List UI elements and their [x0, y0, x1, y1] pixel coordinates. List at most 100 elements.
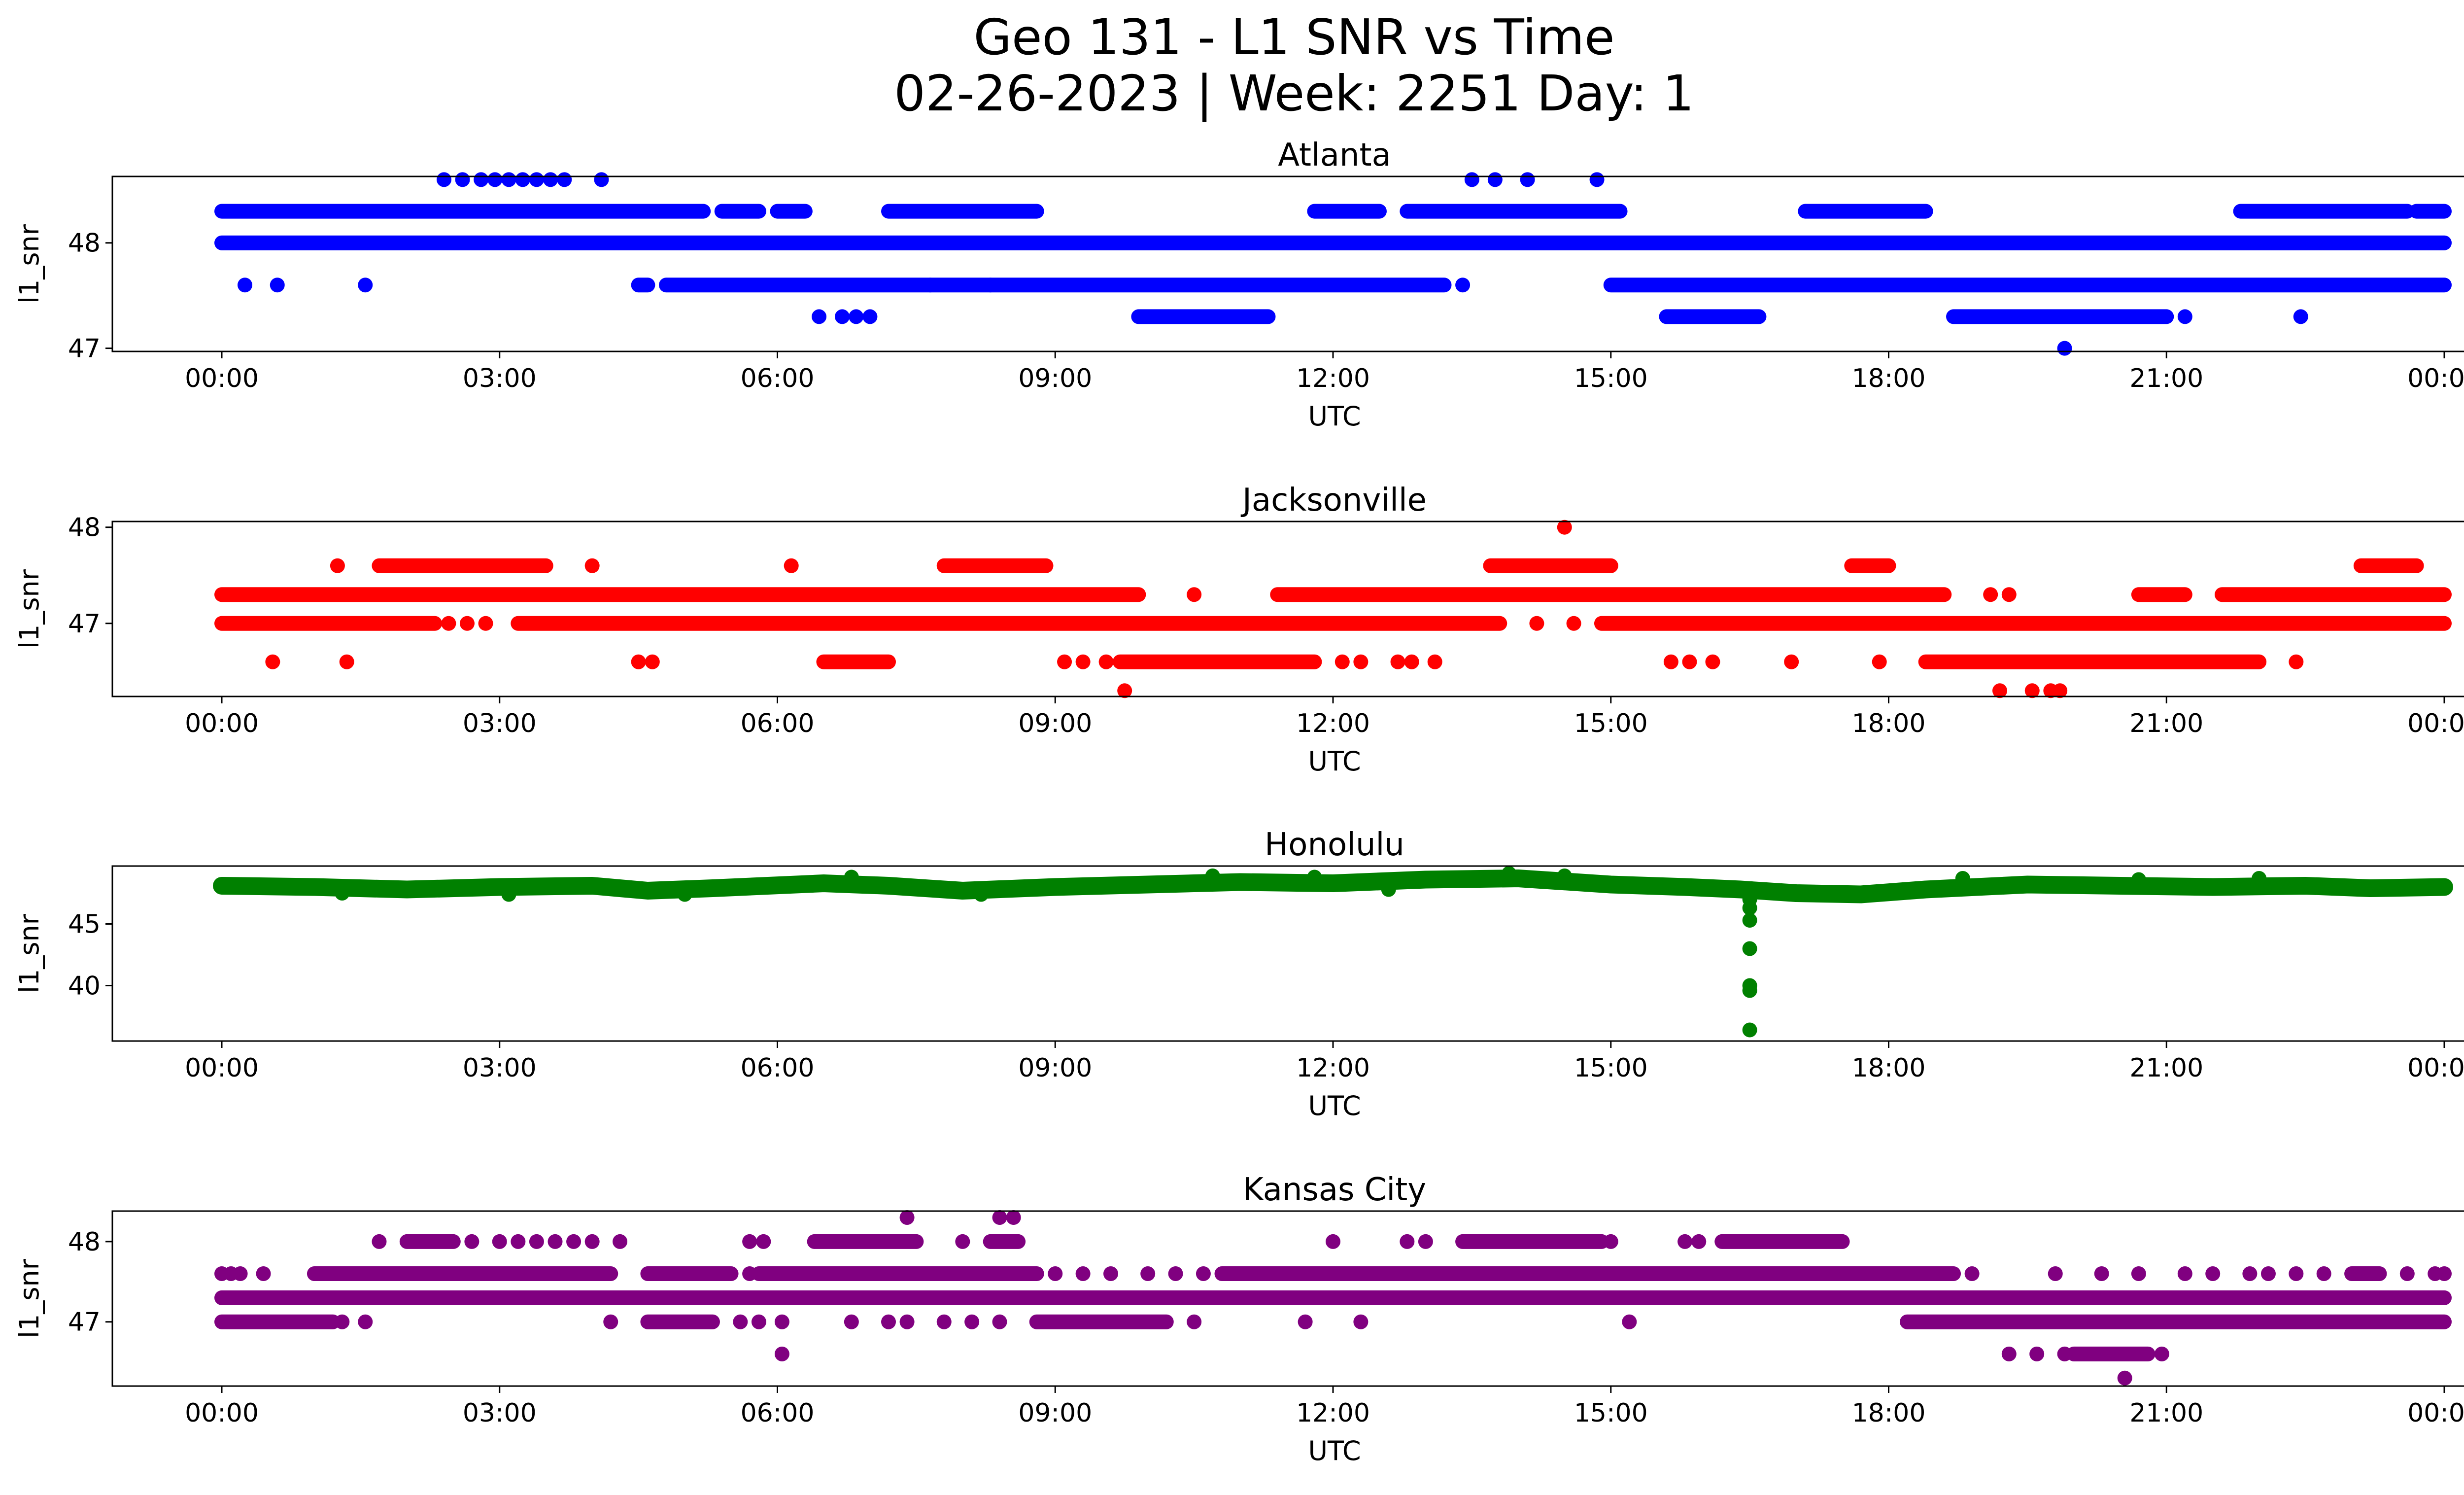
data-point — [1006, 1210, 1021, 1225]
data-point — [455, 172, 470, 187]
data-point — [1418, 1234, 1433, 1249]
data-point — [1622, 1314, 1637, 1329]
x-tick-label: 09:00 — [1018, 1398, 1092, 1428]
data-point — [1742, 901, 1757, 915]
data-point — [899, 1210, 915, 1225]
y-tick-label: 48 — [68, 1227, 101, 1257]
data-point — [1353, 1314, 1369, 1329]
data-point — [1187, 1314, 1202, 1329]
x-tick-label: 12:00 — [1296, 364, 1370, 393]
subplot-honolulu: Honolulu 00:00 03:00 06:00 09:00 12:00 15:00 18… — [14, 827, 2464, 1121]
data-point — [2117, 1370, 2132, 1386]
scatter-points — [214, 520, 2452, 698]
data-point — [1400, 1234, 1415, 1249]
data-point — [594, 172, 609, 187]
x-tick-label: 12:00 — [1296, 1053, 1370, 1083]
data-point — [983, 278, 998, 293]
data-point — [2260, 1266, 2276, 1282]
data-point — [1326, 1234, 1340, 1249]
subplot-kansas-city: Kansas City 00:00 03:00 06:00 09:00 12:00 15:0… — [14, 1172, 2464, 1466]
data-point — [992, 1210, 1007, 1225]
data-point — [1589, 172, 1605, 187]
data-point — [603, 1314, 618, 1329]
x-tick-label: 06:00 — [741, 1398, 815, 1428]
data-point — [631, 654, 646, 669]
data-point — [1964, 1266, 1980, 1282]
data-point — [335, 886, 350, 901]
data-point — [1742, 1022, 1757, 1038]
data-point — [2131, 1266, 2146, 1282]
data-point — [529, 172, 544, 187]
x-tick-label: 21:00 — [2129, 364, 2203, 393]
data-point — [1205, 869, 1220, 883]
x-tick-label: 12:00 — [1296, 709, 1370, 738]
axes-frame — [111, 1210, 2464, 1387]
data-point — [441, 616, 456, 631]
subplots: Atlanta 00:00 03:00 06:00 09:00 12:00 15:00 18:… — [14, 137, 2464, 1466]
y-axis-label: l1_snr — [14, 224, 45, 304]
data-point — [1196, 1266, 1211, 1282]
y-axis-label: l1_snr — [14, 1258, 45, 1338]
data-point — [1663, 654, 1678, 669]
x-tick-label: 00:00 — [185, 1398, 259, 1428]
data-point — [2154, 1346, 2169, 1361]
data-point — [233, 1266, 248, 1282]
data-point — [2024, 683, 2040, 698]
y-tick-label: 48 — [68, 513, 101, 543]
data-point — [335, 1314, 350, 1329]
subplot-title: Kansas City — [1243, 1172, 1426, 1208]
data-point — [733, 1314, 748, 1329]
data-point — [1557, 869, 1572, 883]
x-tick-label: 12:00 — [1296, 1398, 1370, 1428]
data-point — [936, 1314, 952, 1329]
data-point — [923, 278, 938, 293]
data-point — [1117, 683, 1132, 698]
data-point — [973, 887, 989, 902]
data-point — [1487, 172, 1503, 187]
figure-title-line2: 02-26-2023 | Week: 2251 Day: 1 — [894, 65, 1694, 122]
y-tick-label: 47 — [68, 334, 101, 364]
x-tick-label: 09:00 — [1018, 364, 1092, 393]
data-point — [1603, 1234, 1618, 1249]
figure-title-line1: Geo 131 - L1 SNR vs Time — [974, 8, 1615, 66]
data-point — [2252, 871, 2267, 886]
data-point — [1381, 882, 1396, 897]
data-point — [964, 1314, 980, 1329]
data-point — [270, 278, 285, 293]
x-tick-label: 00:00 — [2407, 364, 2464, 393]
data-point — [784, 558, 799, 573]
data-point — [774, 1346, 789, 1361]
data-point — [1103, 1266, 1118, 1282]
data-point — [645, 654, 660, 669]
data-point — [955, 1234, 970, 1249]
data-point — [677, 887, 692, 902]
data-point — [358, 1314, 373, 1329]
data-point — [844, 1314, 859, 1329]
data-point — [1557, 520, 1572, 535]
data-point — [2029, 1346, 2045, 1361]
data-point — [2242, 1266, 2258, 1282]
data-point — [1502, 866, 1517, 881]
data-point — [2399, 1266, 2415, 1282]
data-point — [1390, 654, 1405, 669]
data-point — [548, 1234, 563, 1249]
data-point — [1404, 654, 1419, 669]
data-point — [1529, 616, 1544, 631]
data-point — [774, 1314, 789, 1329]
data-point — [812, 309, 827, 324]
data-point — [474, 172, 489, 187]
x-tick-label: 09:00 — [1018, 709, 1092, 738]
subplot-title: Atlanta — [1278, 137, 1391, 174]
data-point — [2001, 587, 2017, 602]
x-tick-label: 18:00 — [1852, 364, 1926, 393]
data-point — [2053, 683, 2068, 698]
subplot-jacksonville: Jacksonville 00:00 03:00 06:00 09:00 12:00 15:… — [14, 482, 2464, 777]
data-point — [515, 172, 530, 187]
data-point — [1677, 1234, 1693, 1249]
x-tick-label: 21:00 — [2129, 1398, 2203, 1428]
data-point — [1464, 172, 1479, 187]
data-point — [1691, 1234, 1707, 1249]
data-point — [372, 1234, 387, 1249]
x-tick-label: 21:00 — [2129, 1053, 2203, 1083]
data-point — [2048, 1266, 2063, 1282]
